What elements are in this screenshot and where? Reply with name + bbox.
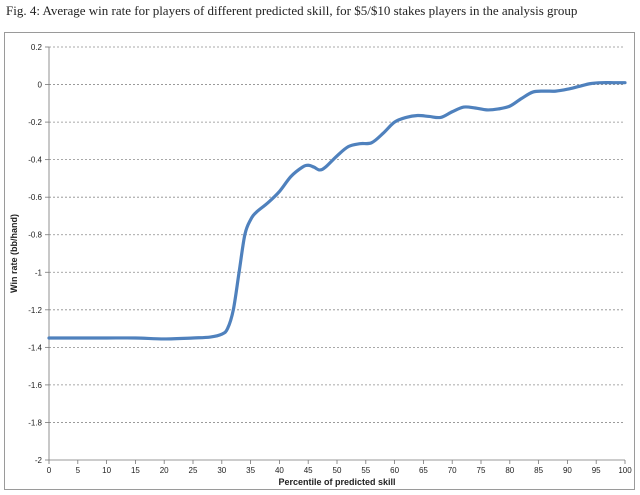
x-axis-title: Percentile of predicted skill (278, 477, 395, 487)
y-tick-labels: 0.2 0 -0.2 -0.4 -0.6 -0.8 -1 -1.2 -1.4 -1.6 -1.8 -2 (28, 43, 42, 465)
y-tick-label: -0.4 (28, 156, 42, 165)
x-tick-label: 15 (131, 466, 140, 475)
x-tick-label: 65 (419, 466, 428, 475)
x-tick-label: 95 (592, 466, 601, 475)
y-tick-label: 0.2 (31, 43, 43, 52)
chart-frame: 0.2 0 -0.2 -0.4 -0.6 -0.8 -1 -1.2 -1.4 -1.6 -1.8 -2… (4, 32, 635, 490)
y-tick-label: -1.4 (28, 343, 42, 352)
x-tick-label: 35 (246, 466, 255, 475)
series-layer (47, 80, 627, 341)
x-tick-label: 5 (76, 466, 81, 475)
y-tick-label: -1 (35, 268, 43, 277)
axes (45, 46, 626, 464)
x-tick-label: 80 (505, 466, 514, 475)
x-tick-label: 70 (448, 466, 457, 475)
x-tick-label: 50 (333, 466, 342, 475)
win-rate-chart: 0.2 0 -0.2 -0.4 -0.6 -0.8 -1 -1.2 -1.4 -1.6 -1.8 -2… (9, 43, 632, 487)
y-tick-label: -1.6 (28, 381, 42, 390)
x-tick-labels: 0 5 10 15 20 25 30 35 40 45 50 55 60 65 70 75 80 85 90 95 10… (47, 466, 632, 475)
y-tick-label: -0.2 (28, 118, 42, 127)
x-tick-label: 25 (189, 466, 198, 475)
y-axis-title: Win rate (bb/hand) (9, 214, 19, 293)
x-tick-label: 45 (304, 466, 313, 475)
x-tick-label: 0 (47, 466, 52, 475)
y-tick-label: -1.8 (28, 418, 42, 427)
y-tick-label: 0 (38, 81, 43, 90)
y-tick-label: -2 (35, 456, 43, 465)
figure-caption: Fig. 4: Average win rate for players of … (6, 3, 578, 18)
x-tick-label: 100 (618, 466, 632, 475)
y-tick-label: -0.6 (28, 193, 42, 202)
win-rate-series-line (47, 80, 627, 341)
y-tick-label: -1.2 (28, 306, 42, 315)
y-tick-label: -0.8 (28, 231, 42, 240)
x-tick-label: 75 (477, 466, 486, 475)
x-tick-label: 60 (390, 466, 399, 475)
x-tick-label: 90 (563, 466, 572, 475)
x-tick-label: 40 (275, 466, 284, 475)
x-tick-label: 10 (102, 466, 111, 475)
x-tick-label: 20 (160, 466, 169, 475)
x-tick-label: 55 (361, 466, 370, 475)
x-tick-label: 30 (217, 466, 226, 475)
x-tick-label: 85 (534, 466, 543, 475)
gridlines (49, 46, 625, 423)
